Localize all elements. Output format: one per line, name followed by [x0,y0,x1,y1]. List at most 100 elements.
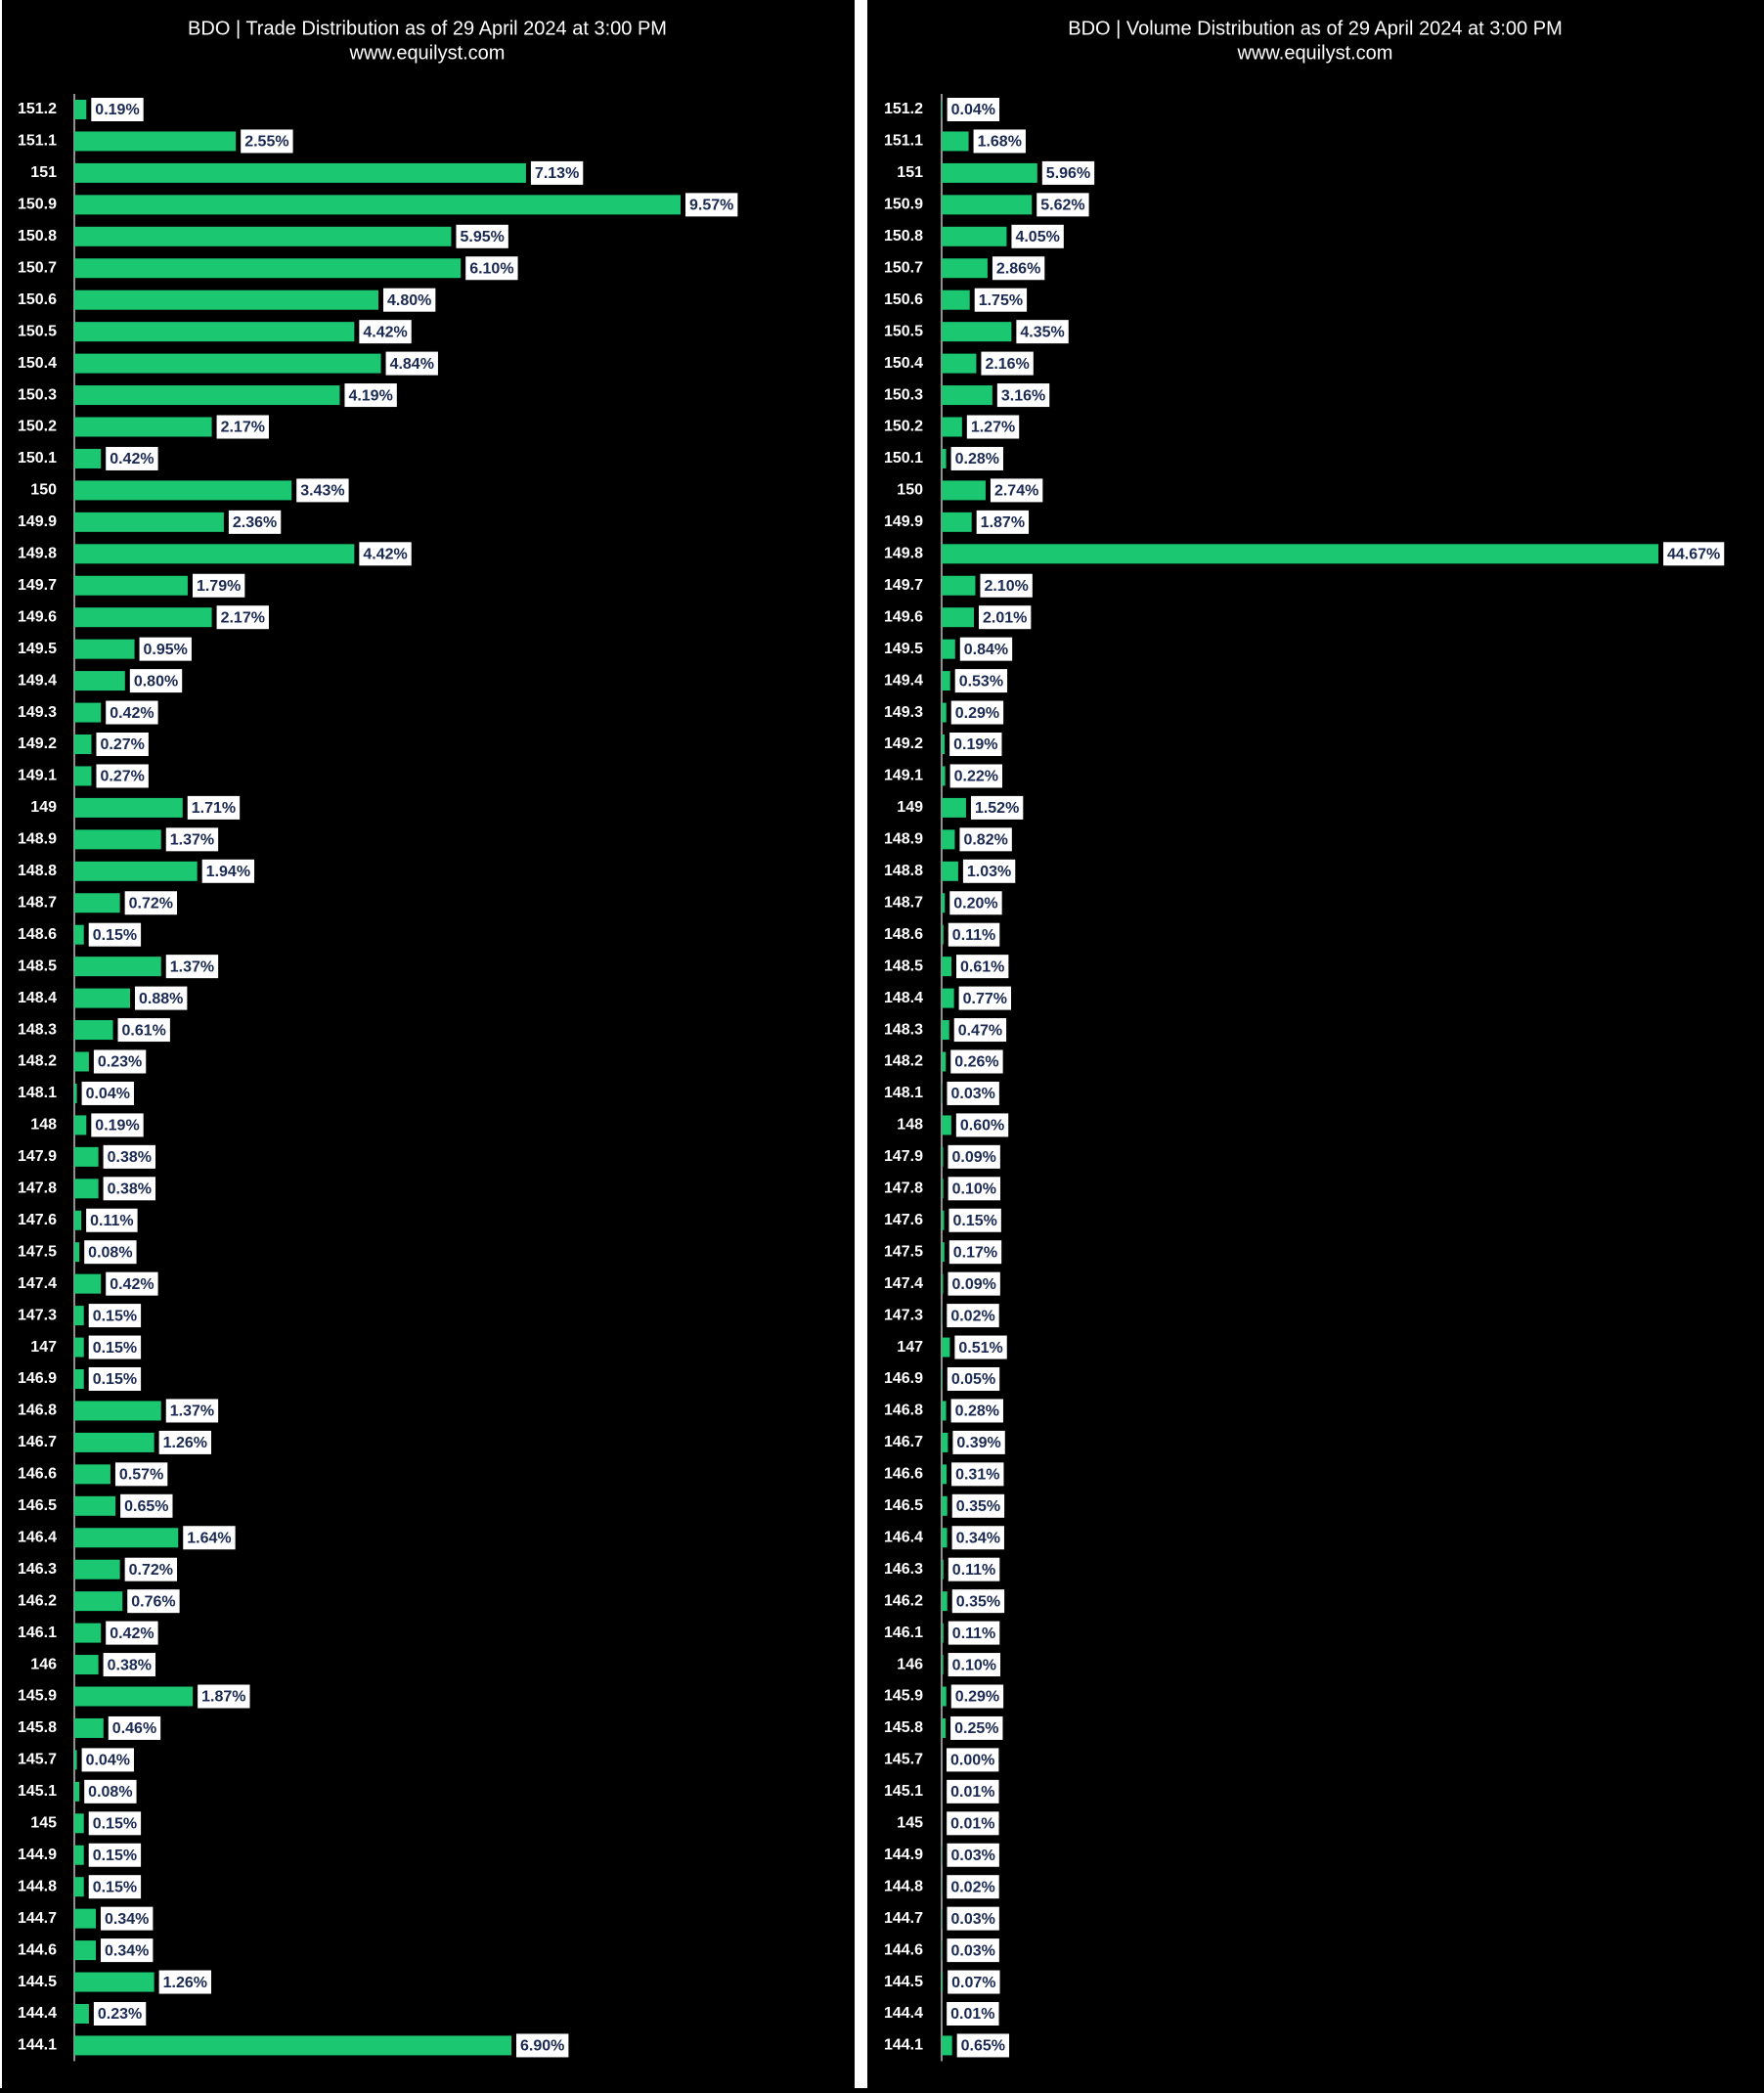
bar [942,1211,944,1230]
value-label-text: 0.38% [108,1657,152,1673]
bar [74,1147,99,1167]
y-tick-label: 147.6 [18,1212,57,1228]
bar [942,385,992,405]
value-label-text: 0.17% [953,1244,997,1261]
y-tick-label: 149.6 [884,608,923,625]
y-tick-label: 144.9 [18,1847,57,1863]
value-label: 6.90% [516,2033,568,2057]
y-tick-label: 149.8 [18,546,57,562]
y-tick-label: 151.1 [884,133,923,150]
value-label: 4.42% [359,320,411,343]
y-tick-label: 148.9 [18,831,57,848]
value-label-text: 0.77% [963,991,1007,1007]
value-label-text: 4.42% [363,324,407,340]
chart-subtitle: www.equilyst.com [349,42,506,64]
value-label: 0.51% [954,1336,1006,1359]
value-label-text: 0.42% [110,705,154,722]
bar [74,1655,99,1674]
bar [74,1591,122,1611]
value-label-text: 1.64% [187,1530,231,1546]
value-label: 0.19% [91,1113,143,1136]
value-label: 1.75% [975,289,1027,312]
bar [74,322,354,341]
value-label-text: 0.42% [110,1625,154,1642]
value-label: 0.03% [947,1082,998,1105]
value-label: 0.34% [101,1938,153,1962]
bar [942,449,947,468]
value-label-text: 0.57% [119,1467,163,1484]
y-tick-label: 148.9 [884,831,923,848]
y-tick-label: 144.4 [884,2005,923,2022]
bar [942,640,955,659]
value-label-text: 0.23% [98,1054,142,1071]
bar [942,480,986,500]
value-label-text: 2.36% [233,514,277,531]
value-label: 0.46% [109,1716,160,1740]
value-label-text: 2.17% [221,420,265,436]
value-label: 0.17% [949,1240,1001,1264]
bar [942,354,976,374]
value-label: 0.42% [106,701,157,725]
value-label: 7.13% [531,161,583,185]
value-label-text: 4.80% [387,292,431,309]
value-label: 0.02% [947,1304,998,1327]
value-label-text: 0.53% [959,673,1003,690]
value-label-text: 3.43% [300,483,344,500]
bar [74,1052,89,1072]
value-label: 0.19% [91,98,143,121]
value-label: 1.87% [198,1685,249,1709]
value-label-text: 0.23% [98,2006,142,2023]
y-tick-label: 150.6 [18,291,57,308]
value-label: 0.23% [94,1050,146,1074]
y-tick-label: 149.9 [884,513,923,530]
bar [942,1560,944,1580]
value-label-text: 0.51% [958,1340,1002,1357]
bar [74,1846,84,1865]
y-tick-label: 149.2 [884,735,923,752]
y-tick-label: 144.7 [18,1910,57,1927]
value-label: 0.95% [140,638,192,661]
value-label-text: 1.71% [192,800,236,817]
value-label-text: 5.62% [1040,198,1084,214]
y-tick-label: 149 [897,799,923,816]
bar [74,607,212,627]
y-tick-label: 144.4 [18,2005,57,2022]
y-tick-label: 150.7 [884,259,923,276]
y-tick-label: 147 [897,1339,923,1356]
bar [74,1718,104,1738]
y-tick-label: 150.7 [18,259,57,276]
value-label-text: 0.65% [961,2038,1005,2055]
bar [74,1813,84,1833]
bar [942,1433,948,1452]
bar [74,1115,86,1135]
bar [942,829,954,849]
value-label: 0.39% [952,1431,1004,1454]
bar [74,1973,154,1992]
y-tick-label: 147.5 [18,1243,57,1260]
y-tick-label: 146.2 [884,1592,923,1609]
value-label-text: 6.90% [520,2038,564,2055]
value-label-text: 0.03% [950,1911,994,1928]
value-label-text: 0.88% [139,991,183,1007]
value-label-text: 0.47% [958,1022,1002,1039]
value-label-text: 2.01% [983,609,1027,626]
bar [74,766,91,785]
value-label: 44.67% [1663,542,1724,565]
value-label: 0.02% [947,1875,998,1898]
value-label-text: 6.10% [469,260,513,277]
bar [74,1401,161,1420]
value-label: 1.94% [202,860,254,883]
value-label: 0.15% [89,923,141,947]
bar [74,385,339,405]
y-tick-label: 148.2 [884,1053,923,1070]
value-label: 4.19% [344,383,396,407]
value-label: 0.53% [955,669,1007,692]
bar [74,957,161,976]
value-label-text: 0.80% [134,673,178,690]
value-label: 0.10% [948,1177,1000,1200]
value-label: 0.15% [89,1844,141,1867]
value-label: 0.09% [948,1145,999,1169]
bar [74,227,451,246]
